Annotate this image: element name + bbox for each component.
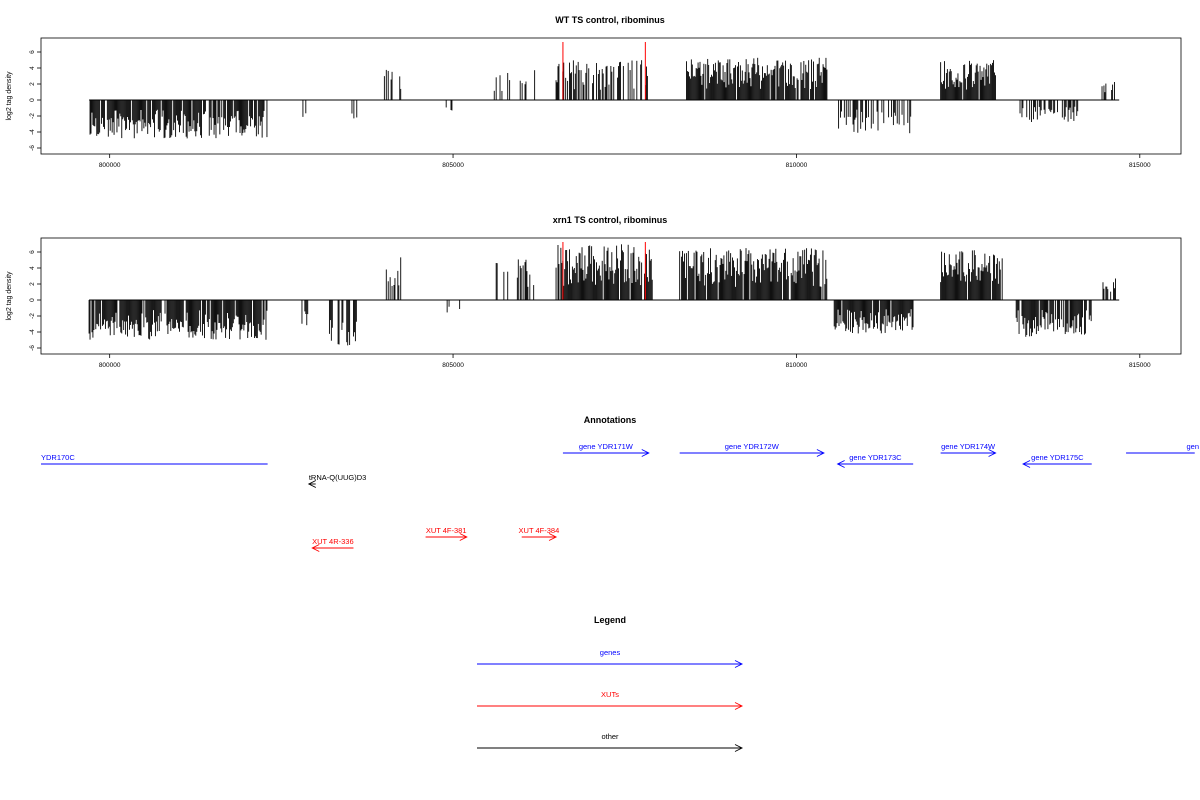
feature-label: gene YDR174W: [941, 442, 996, 451]
feature-arrowhead: [988, 449, 997, 457]
feature-label: gene YDR171W: [579, 442, 634, 451]
legend-items: genes XUTs other: [477, 648, 744, 752]
feature-label: YDR170C: [41, 453, 75, 462]
xrn1-density-panel: xrn1 TS control, ribominus log2 tag dens…: [6, 215, 1182, 369]
density-bars: [88, 244, 1116, 346]
feature-label: gene YDR173C: [849, 453, 902, 462]
feature-label: gen: [1186, 442, 1199, 451]
x-axis: 800000 805000 810000 815000: [99, 354, 1151, 369]
plot-frame: [40, 37, 1182, 155]
feature-label: XUT 4R-336: [312, 537, 354, 546]
wt-density-panel: WT TS control, ribominus log2 tag densit…: [6, 15, 1182, 169]
y-tick-label: -2: [29, 313, 36, 319]
y-tick-label: -6: [29, 145, 36, 151]
feature-arrowhead: [816, 449, 825, 457]
x-axis: 800000 805000 810000 815000: [99, 154, 1151, 169]
x-tick-label: 810000: [786, 362, 808, 369]
x-tick-label: 815000: [1129, 362, 1151, 369]
y-tick-label: 6: [29, 50, 36, 54]
highlight-markers: [562, 42, 646, 100]
annotation-track: Annotations YDR170C tRNA-Q(UUG)D3 gene YDR…: [41, 415, 1199, 552]
y-tick-label: 4: [29, 66, 36, 70]
legend-label: other: [601, 732, 619, 741]
y-tick-label: -2: [29, 113, 36, 119]
panel-title: WT TS control, ribominus: [555, 15, 665, 25]
y-tick-label: 6: [29, 250, 36, 254]
y-tick-label: 0: [29, 98, 36, 102]
x-tick-label: 805000: [442, 362, 464, 369]
y-tick-label: 4: [29, 266, 36, 270]
feature-arrowhead: [459, 533, 468, 541]
legend-label: XUTs: [601, 690, 619, 699]
x-tick-label: 800000: [99, 162, 121, 169]
panel-title: xrn1 TS control, ribominus: [553, 215, 668, 225]
y-axis-label: log2 tag density: [6, 71, 13, 121]
y-tick-label: -4: [29, 329, 36, 335]
feature-arrowhead: [836, 460, 845, 468]
x-tick-label: 800000: [99, 362, 121, 369]
feature-label: tRNA-Q(UUG)D3: [309, 473, 367, 482]
legend-arrowhead: [734, 660, 744, 668]
feature-arrowhead: [1022, 460, 1031, 468]
feature-label: gene YDR175C: [1031, 453, 1084, 462]
y-axis: -6 -4 -2 0 2 4 6: [29, 50, 41, 151]
highlight-markers: [562, 242, 646, 300]
y-tick-label: 2: [29, 82, 36, 86]
annotation-items: YDR170C tRNA-Q(UUG)D3 gene YDR171W gene YDR…: [41, 442, 1199, 552]
density-bars: [89, 57, 1115, 139]
legend-arrowhead: [734, 702, 744, 710]
x-tick-label: 815000: [1129, 162, 1151, 169]
legend: Legend genes XUTs other: [477, 615, 744, 752]
feature-label: XUT 4F-381: [426, 526, 467, 535]
y-tick-label: -6: [29, 345, 36, 351]
y-tick-label: -4: [29, 129, 36, 135]
y-tick-label: 2: [29, 282, 36, 286]
feature-label: gene YDR172W: [725, 442, 780, 451]
feature-arrowhead: [548, 533, 558, 541]
legend-arrowhead: [734, 744, 744, 752]
plot-frame: [40, 237, 1182, 355]
y-axis-label: log2 tag density: [6, 271, 13, 321]
feature-label: XUT 4F-384: [519, 526, 560, 535]
x-tick-label: 805000: [442, 162, 464, 169]
legend-title: Legend: [594, 615, 626, 625]
y-axis: -6 -4 -2 0 2 4 6: [29, 250, 41, 351]
legend-label: genes: [600, 648, 621, 657]
feature-arrowhead: [641, 449, 650, 457]
x-tick-label: 810000: [786, 162, 808, 169]
annotations-title: Annotations: [584, 415, 637, 425]
feature-arrowhead: [311, 544, 320, 552]
feature-arrowhead: [307, 480, 317, 488]
y-tick-label: 0: [29, 298, 36, 302]
